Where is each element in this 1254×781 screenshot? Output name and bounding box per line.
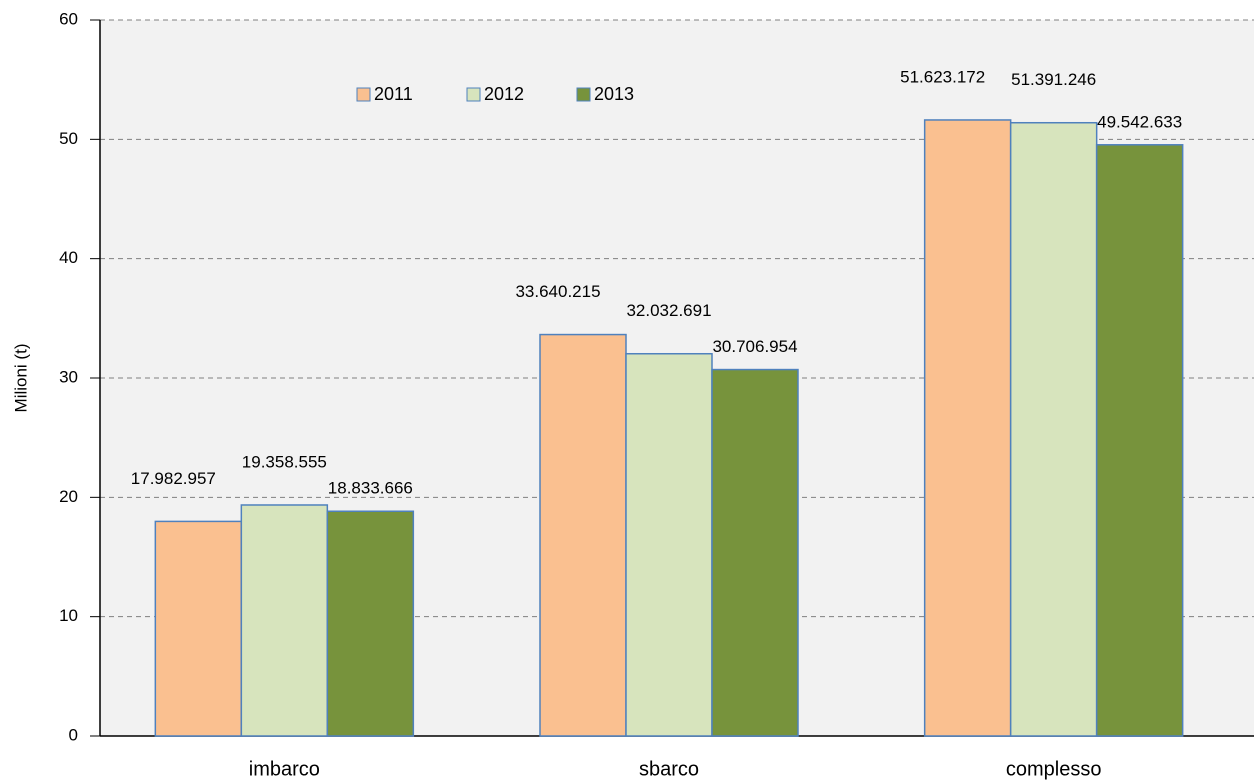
x-tick-label: imbarco bbox=[249, 758, 320, 780]
data-label: 18.833.666 bbox=[328, 479, 413, 498]
bar bbox=[625, 352, 713, 737]
bar bbox=[154, 520, 243, 737]
legend-label: 2012 bbox=[484, 84, 524, 104]
data-label: 33.640.215 bbox=[515, 282, 600, 301]
bar bbox=[539, 333, 627, 737]
x-tick-label: sbarco bbox=[639, 758, 699, 780]
x-tick-label: complesso bbox=[1006, 758, 1102, 780]
bar bbox=[1009, 121, 1098, 737]
y-tick-label: 30 bbox=[59, 367, 78, 386]
data-label: 51.623.172 bbox=[900, 67, 985, 86]
data-label: 17.982.957 bbox=[131, 469, 216, 488]
y-tick-label: 40 bbox=[59, 248, 78, 267]
y-tick-label: 50 bbox=[59, 129, 78, 148]
legend-swatch bbox=[356, 87, 371, 102]
bar bbox=[326, 510, 415, 737]
y-tick-label: 20 bbox=[59, 487, 78, 506]
legend-label: 2013 bbox=[594, 84, 634, 104]
data-label: 49.542.633 bbox=[1097, 112, 1182, 131]
legend-swatch bbox=[576, 87, 591, 102]
bar bbox=[1095, 144, 1184, 737]
bar bbox=[711, 368, 799, 737]
bar bbox=[240, 504, 329, 737]
legend-swatch bbox=[466, 87, 481, 102]
data-label: 51.391.246 bbox=[1011, 70, 1096, 89]
y-axis-label: Milioni (t) bbox=[11, 344, 30, 413]
legend-label: 2011 bbox=[374, 84, 413, 104]
data-label: 32.032.691 bbox=[626, 301, 711, 320]
bar bbox=[923, 119, 1012, 737]
y-tick-label: 10 bbox=[59, 606, 78, 625]
y-tick-label: 60 bbox=[59, 9, 78, 28]
y-tick-label: 0 bbox=[69, 725, 78, 744]
data-label: 30.706.954 bbox=[712, 337, 797, 356]
data-label: 19.358.555 bbox=[242, 452, 327, 471]
